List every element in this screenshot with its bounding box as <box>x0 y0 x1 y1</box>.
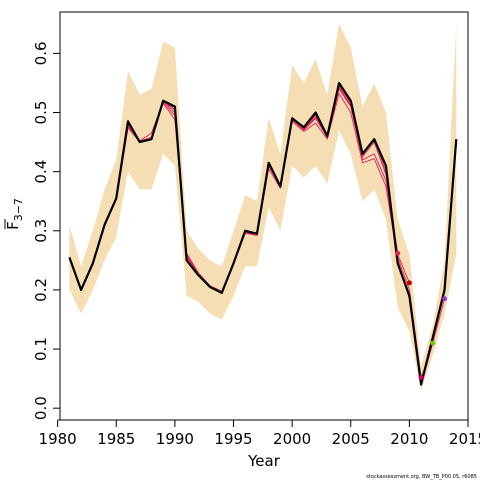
confidence-band <box>69 23 457 391</box>
y-axis-title-subscript: 3−7 <box>12 198 25 221</box>
x-tick-label-1985: 1985 <box>97 430 135 448</box>
y-tick-label-6: 0.6 <box>32 41 50 65</box>
end-marker-2011 <box>418 374 424 380</box>
x-axis: 1980 1985 1990 1995 2000 2005 2010 2015 <box>39 419 480 448</box>
x-tick-label-1990: 1990 <box>156 430 194 448</box>
series-end-markers <box>395 250 448 380</box>
source-footnote: stockassessment.org, BW_TB_P00.05, r6085 <box>366 474 477 480</box>
x-tick-label-1980: 1980 <box>39 430 77 448</box>
y-axis: 0.0 0.1 0.2 0.3 0.4 0.5 0.6 <box>32 41 61 420</box>
end-marker-2009 <box>395 250 401 256</box>
x-axis-title: Year <box>247 452 281 470</box>
y-tick-label-0: 0.0 <box>32 396 50 420</box>
y-axis-title: F3−7 <box>4 198 25 230</box>
svg-text:F3−7: F3−7 <box>4 198 25 230</box>
y-tick-label-2: 0.2 <box>32 278 50 302</box>
series-line-main <box>68 81 458 386</box>
series-lines <box>68 81 458 386</box>
y-axis-title-base: F <box>4 221 22 230</box>
x-tick-label-1995: 1995 <box>214 430 252 448</box>
x-tick-label-2015: 2015 <box>449 430 480 448</box>
end-marker-2012 <box>430 340 436 346</box>
x-tick-label-2010: 2010 <box>390 430 428 448</box>
confidence-band-area <box>69 23 457 391</box>
y-tick-label-3: 0.3 <box>32 219 50 243</box>
x-tick-label-2000: 2000 <box>273 430 311 448</box>
y-tick-label-5: 0.5 <box>32 101 50 125</box>
y-tick-label-1: 0.1 <box>32 337 50 361</box>
series-line-retro-4 <box>68 93 434 380</box>
x-tick-label-2005: 2005 <box>332 430 370 448</box>
end-marker-2010 <box>406 280 412 286</box>
y-tick-label-4: 0.4 <box>32 160 50 184</box>
end-marker-2013 <box>442 296 448 302</box>
